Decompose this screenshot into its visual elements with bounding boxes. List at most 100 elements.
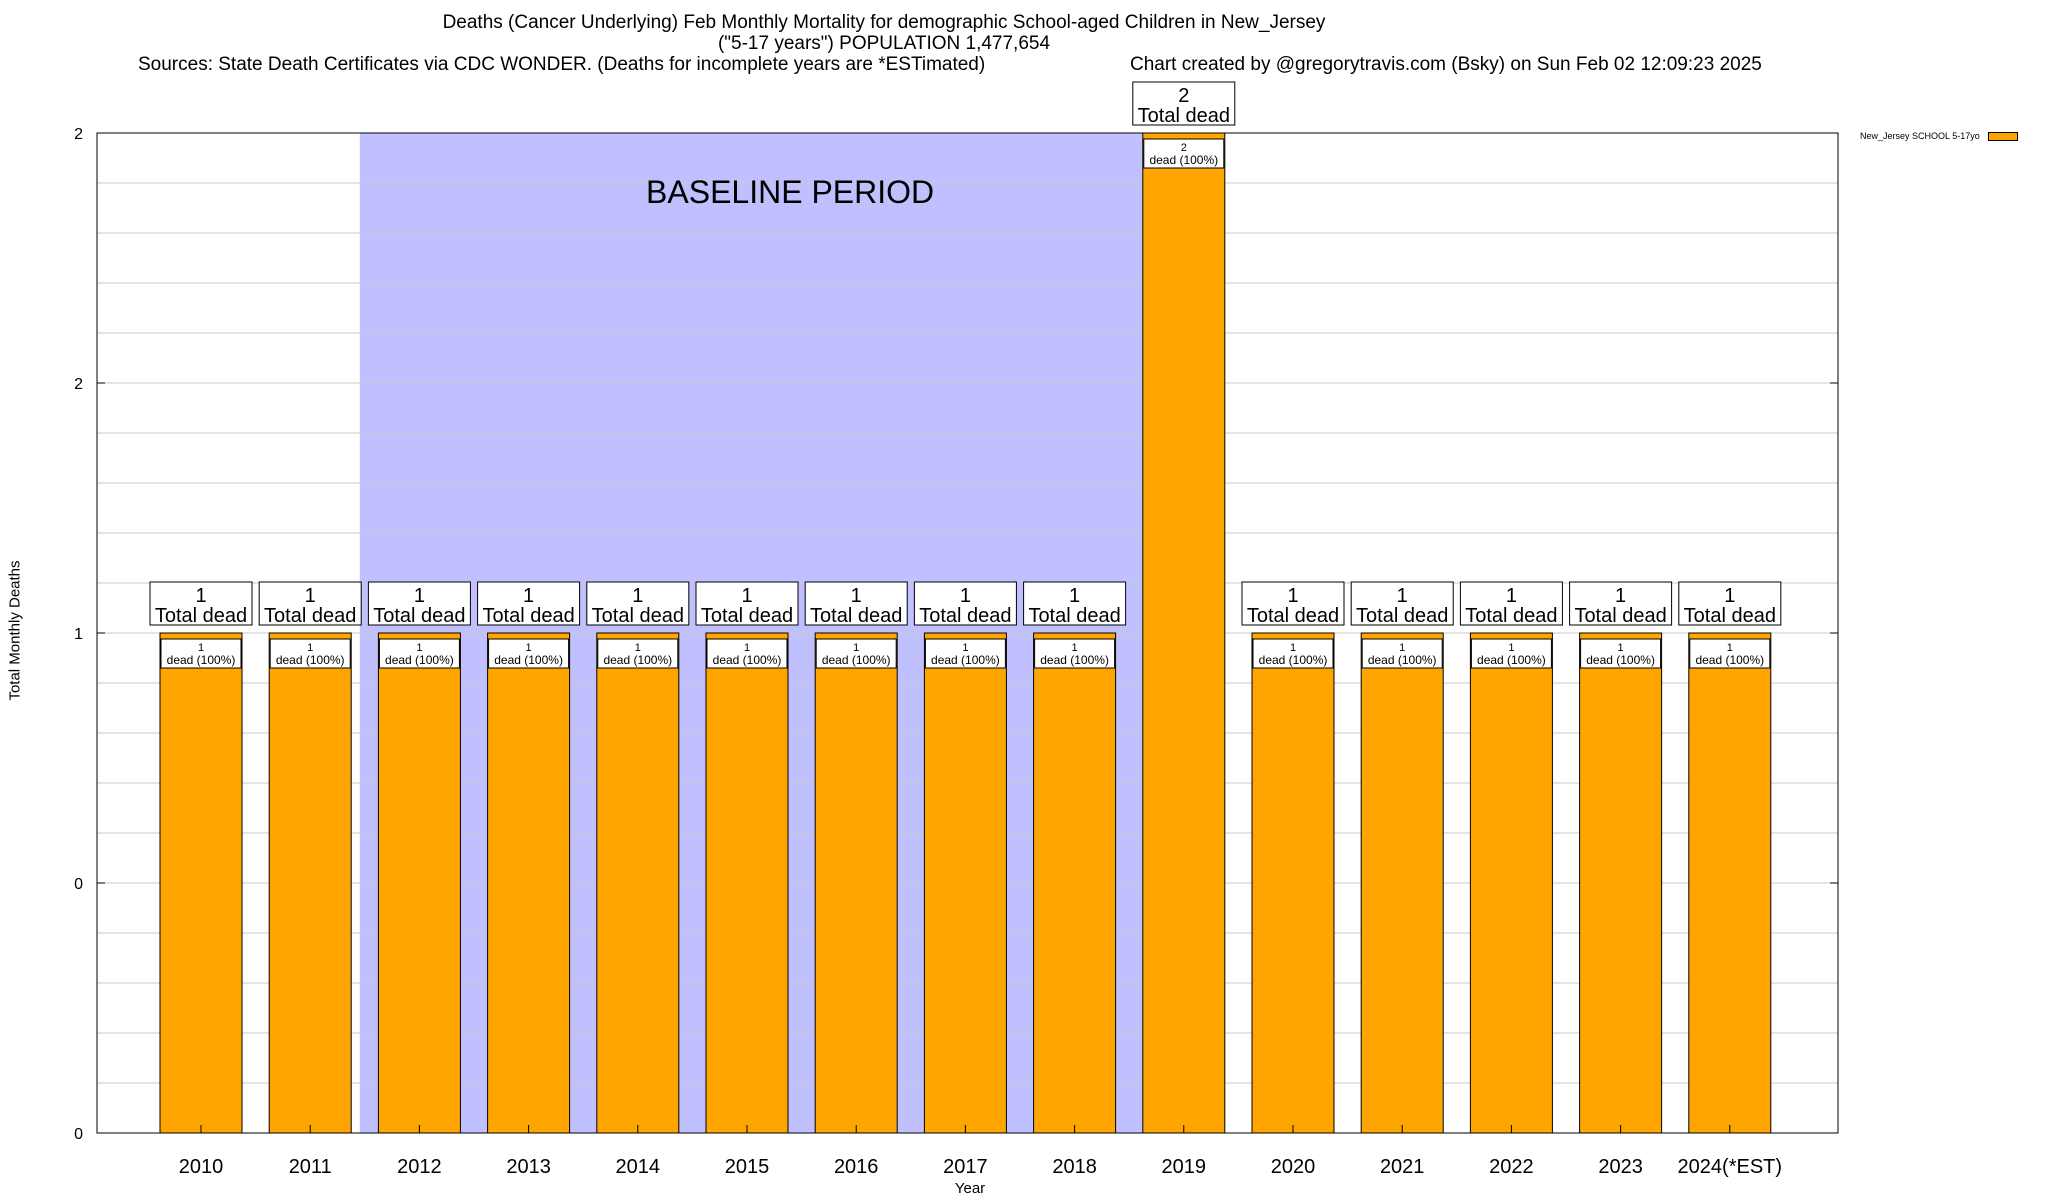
bar-inner-value: 1 (1508, 642, 1514, 654)
legend-label: New_Jersey SCHOOL 5-17yo (1860, 131, 1980, 141)
bar-inner-label-box (1689, 638, 1771, 669)
baseline-label: BASELINE PERIOD (646, 174, 934, 210)
bar-inner-label-box (597, 638, 679, 669)
bar-inner-value: 1 (1290, 642, 1296, 654)
bar-total-label: Total dead (1138, 105, 1230, 127)
y-tick-label: 0 (74, 876, 83, 893)
bar-total-label-box (367, 581, 471, 626)
bar (159, 632, 243, 1134)
x-tick-label: 2023 (1598, 1156, 1643, 1178)
bar-inner-value: 1 (1727, 642, 1733, 654)
bar-inner-label: dead (100%) (1477, 653, 1546, 667)
bar-inner-label: dead (100%) (822, 653, 891, 667)
bar-total-label-box (695, 581, 799, 626)
bar-total-value: 2 (1178, 85, 1189, 107)
bar-inner-value: 1 (853, 642, 859, 654)
legend-swatch (1987, 131, 2018, 141)
bar-inner-label-box (1470, 638, 1552, 669)
bar-inner-label: dead (100%) (494, 653, 563, 667)
bar (1360, 632, 1444, 1134)
bar-inner-value: 1 (1072, 642, 1078, 654)
x-tick-label: 2021 (1380, 1156, 1425, 1178)
bar (1579, 632, 1663, 1134)
x-tick-label: 2020 (1271, 1156, 1316, 1178)
bar-total-label-box (913, 581, 1017, 626)
bar-inner-label-box (488, 638, 570, 669)
bar-total-label: Total dead (264, 605, 356, 627)
bar-total-label: Total dead (373, 605, 465, 627)
bar-inner-label-box (1361, 638, 1443, 669)
bar (596, 632, 680, 1134)
bar-inner-label-box (706, 638, 788, 669)
bar-inner-value: 1 (635, 642, 641, 654)
x-tick-label: 2015 (725, 1156, 770, 1178)
bar-inner-value: 1 (962, 642, 968, 654)
bar-inner-value: 1 (1399, 642, 1405, 654)
bar-total-value: 1 (1069, 585, 1080, 607)
bar-total-value: 1 (1287, 585, 1298, 607)
bar-total-label: Total dead (1028, 605, 1120, 627)
legend: New_Jersey SCHOOL 5-17yo (1860, 131, 2018, 141)
bar-inner-label: dead (100%) (1149, 153, 1218, 167)
sources-note: Sources: State Death Certificates via CD… (138, 54, 986, 75)
bar-total-label: Total dead (1684, 605, 1776, 627)
bar-inner-value: 1 (526, 642, 532, 654)
bar-total-value: 1 (632, 585, 643, 607)
bar (814, 632, 898, 1134)
bar-total-label-box (477, 581, 581, 626)
bar-total-label: Total dead (810, 605, 902, 627)
x-tick-label: 2017 (943, 1156, 988, 1178)
bar-total-label: Total dead (1465, 605, 1557, 627)
y-tick-label: 2 (74, 376, 83, 393)
bar-total-label-box (1132, 81, 1236, 126)
bar-inner-label: dead (100%) (276, 653, 345, 667)
y-tick-label: 1 (74, 626, 83, 643)
bar (1469, 632, 1553, 1134)
plot-frame (96, 132, 1839, 1134)
bar-inner-label: dead (100%) (385, 653, 454, 667)
x-tick-label: 2014 (616, 1156, 661, 1178)
bar-inner-label: dead (100%) (1040, 653, 1109, 667)
bar-total-value: 1 (1724, 585, 1735, 607)
bar (268, 632, 352, 1134)
x-tick-label: 2016 (834, 1156, 879, 1178)
bar-total-value: 1 (1615, 585, 1626, 607)
bar-inner-value: 2 (1181, 142, 1187, 154)
bar-total-label: Total dead (155, 605, 247, 627)
bar-inner-value: 1 (1618, 642, 1624, 654)
bar-total-label-box (1350, 581, 1454, 626)
y-tick-label: 2 (74, 126, 83, 143)
bar-total-label: Total dead (919, 605, 1011, 627)
bar-total-label-box (258, 581, 362, 626)
bar-total-label-box (149, 581, 253, 626)
x-tick-label: 2024(*EST) (1678, 1156, 1783, 1178)
bar-inner-label-box (378, 638, 460, 669)
x-tick-label: 2012 (397, 1156, 442, 1178)
bar-inner-label: dead (100%) (1586, 653, 1655, 667)
bar-total-label: Total dead (701, 605, 793, 627)
bar (1033, 632, 1117, 1134)
bar-inner-label: dead (100%) (1695, 653, 1764, 667)
chart-subtitle: ("5-17 years") POPULATION 1,477,654 (717, 33, 1051, 54)
bar-total-value: 1 (305, 585, 316, 607)
bar-total-value: 1 (414, 585, 425, 607)
bar-total-label-box (1241, 581, 1345, 626)
bar-inner-label-box (160, 638, 242, 669)
bar-total-value: 1 (1506, 585, 1517, 607)
bar-total-label-box (1459, 581, 1563, 626)
bar-inner-value: 1 (307, 642, 313, 654)
x-axis-label: Year (954, 1180, 986, 1197)
bar (705, 632, 789, 1134)
x-tick-label: 2011 (289, 1156, 332, 1178)
x-tick-label: 2010 (179, 1156, 224, 1178)
bar (1142, 132, 1226, 1134)
bar-inner-label: dead (100%) (167, 653, 236, 667)
bar-inner-label-box (269, 638, 351, 669)
bar-total-value: 1 (960, 585, 971, 607)
bar (487, 632, 571, 1134)
bar-inner-label: dead (100%) (1259, 653, 1328, 667)
bar-inner-label: dead (100%) (603, 653, 672, 667)
bar-total-label: Total dead (592, 605, 684, 627)
bar (1251, 632, 1335, 1134)
